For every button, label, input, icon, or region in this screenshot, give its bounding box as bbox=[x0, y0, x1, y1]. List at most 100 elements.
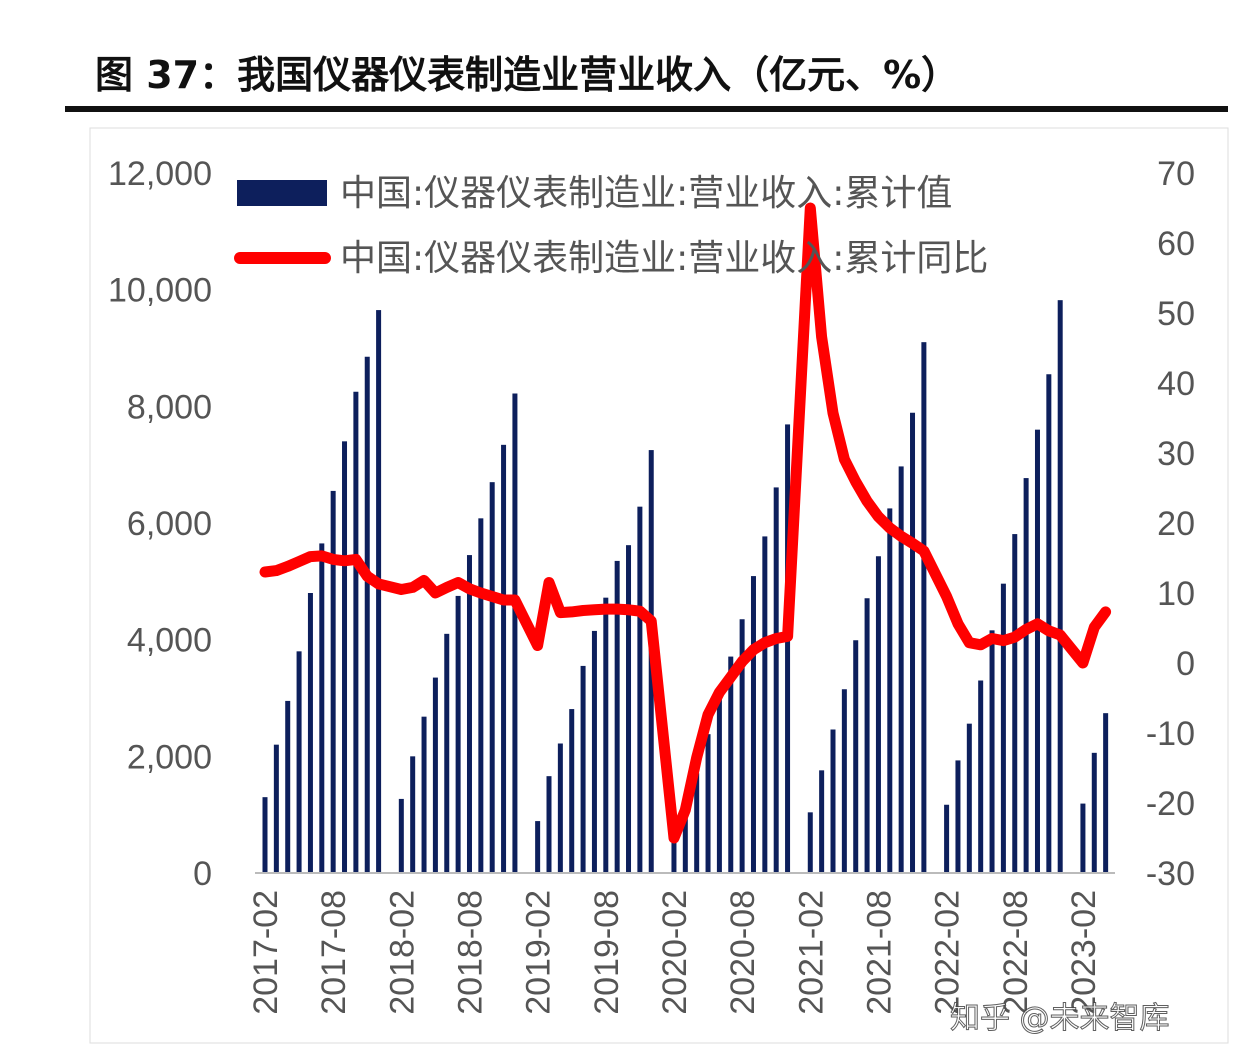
bar bbox=[1057, 300, 1063, 874]
x-tick-label: 2018-02 bbox=[383, 890, 421, 1015]
x-tick-label: 2020-08 bbox=[724, 890, 762, 1015]
bar bbox=[319, 543, 325, 873]
bar bbox=[273, 744, 279, 873]
x-tick-label: 2023-02 bbox=[1065, 890, 1103, 1015]
bar bbox=[1046, 374, 1052, 873]
legend: 中国:仪器仪表制造业:营业收入:累计值 中国:仪器仪表制造业:营业收入:累计同比 bbox=[234, 173, 988, 279]
right-axis: -30 -20 -10 0 10 20 30 40 50 60 70 bbox=[1146, 155, 1195, 893]
right-tick-label: -20 bbox=[1146, 785, 1195, 823]
right-tick-label: 10 bbox=[1157, 575, 1195, 613]
bar bbox=[637, 506, 643, 873]
right-tick-label: -30 bbox=[1146, 855, 1195, 893]
right-tick-label: 60 bbox=[1157, 225, 1195, 263]
bar bbox=[1012, 534, 1018, 873]
x-tick-label: 2018-08 bbox=[451, 890, 489, 1015]
bar bbox=[864, 598, 870, 873]
x-tick-label: 2019-02 bbox=[520, 890, 558, 1015]
bar bbox=[705, 734, 711, 873]
bar bbox=[603, 597, 609, 873]
bar-series bbox=[262, 300, 1109, 874]
right-tick-label: 30 bbox=[1157, 435, 1195, 473]
bar bbox=[376, 310, 382, 873]
bar bbox=[398, 798, 404, 873]
bar bbox=[853, 640, 859, 873]
bar bbox=[841, 689, 847, 873]
chart-title: 图 37：我国仪器仪表制造业营业收入（亿元、%） bbox=[95, 53, 959, 97]
bar bbox=[728, 656, 734, 873]
left-axis: 0 2,000 4,000 6,000 8,000 10,000 12,000 bbox=[108, 155, 212, 893]
bar bbox=[762, 536, 768, 873]
bar bbox=[364, 356, 370, 873]
bar bbox=[910, 412, 916, 873]
bar bbox=[342, 441, 348, 873]
bar bbox=[353, 391, 359, 873]
bar bbox=[444, 633, 450, 873]
bar bbox=[478, 518, 484, 873]
watermark: 知乎 @未来智库 bbox=[950, 1001, 1170, 1036]
bar bbox=[535, 821, 541, 873]
bar bbox=[978, 680, 984, 873]
bar bbox=[580, 665, 586, 873]
x-tick-label: 2022-08 bbox=[997, 890, 1035, 1015]
left-tick-label: 6,000 bbox=[127, 505, 212, 543]
bar bbox=[830, 729, 836, 873]
bar bbox=[307, 593, 313, 873]
bar bbox=[455, 595, 461, 873]
bar bbox=[989, 630, 995, 873]
x-tick-label: 2021-02 bbox=[792, 890, 830, 1015]
left-tick-label: 8,000 bbox=[127, 388, 212, 426]
bar bbox=[466, 555, 472, 873]
bar bbox=[785, 424, 791, 873]
bar bbox=[716, 698, 722, 873]
right-tick-label: -10 bbox=[1146, 715, 1195, 753]
bar bbox=[1023, 478, 1029, 873]
bar bbox=[944, 804, 950, 873]
bar bbox=[807, 812, 813, 873]
bar bbox=[1000, 583, 1006, 873]
bar bbox=[966, 723, 972, 873]
bar bbox=[557, 743, 563, 873]
bar bbox=[671, 835, 677, 873]
bar bbox=[410, 756, 416, 873]
bar bbox=[262, 797, 268, 873]
right-tick-label: 70 bbox=[1157, 155, 1195, 193]
legend-bar-label: 中国:仪器仪表制造业:营业收入:累计值 bbox=[340, 173, 952, 214]
bar bbox=[432, 677, 438, 873]
title-rule bbox=[65, 106, 1228, 112]
bar bbox=[626, 545, 632, 873]
right-tick-label: 20 bbox=[1157, 505, 1195, 543]
bar bbox=[739, 619, 745, 873]
bar bbox=[682, 815, 688, 873]
x-tick-label: 2022-02 bbox=[929, 890, 967, 1015]
bar bbox=[285, 700, 291, 873]
x-tick-label: 2021-08 bbox=[860, 890, 898, 1015]
bar bbox=[330, 490, 336, 873]
bar bbox=[875, 556, 881, 873]
bar bbox=[773, 487, 779, 873]
bar bbox=[819, 770, 825, 873]
bar bbox=[501, 444, 507, 873]
bar bbox=[750, 576, 756, 873]
bar bbox=[421, 716, 427, 873]
legend-line-label: 中国:仪器仪表制造业:营业收入:累计同比 bbox=[340, 238, 988, 279]
left-tick-label: 4,000 bbox=[127, 622, 212, 660]
left-tick-label: 2,000 bbox=[127, 738, 212, 776]
bar bbox=[569, 709, 575, 873]
right-tick-label: 40 bbox=[1157, 365, 1195, 403]
bar bbox=[898, 466, 904, 873]
bar bbox=[921, 342, 927, 874]
bar bbox=[489, 482, 495, 873]
left-tick-label: 12,000 bbox=[108, 155, 212, 193]
bar bbox=[512, 393, 518, 873]
bar bbox=[887, 508, 893, 873]
bar bbox=[614, 560, 620, 873]
right-tick-label: 0 bbox=[1176, 645, 1195, 683]
x-tick-label: 2017-02 bbox=[247, 890, 285, 1015]
bar bbox=[1091, 752, 1097, 873]
legend-bar-swatch bbox=[237, 180, 327, 206]
right-tick-label: 50 bbox=[1157, 295, 1195, 333]
bar bbox=[591, 630, 597, 873]
line-points bbox=[264, 207, 1106, 839]
left-tick-label: 0 bbox=[193, 855, 212, 893]
